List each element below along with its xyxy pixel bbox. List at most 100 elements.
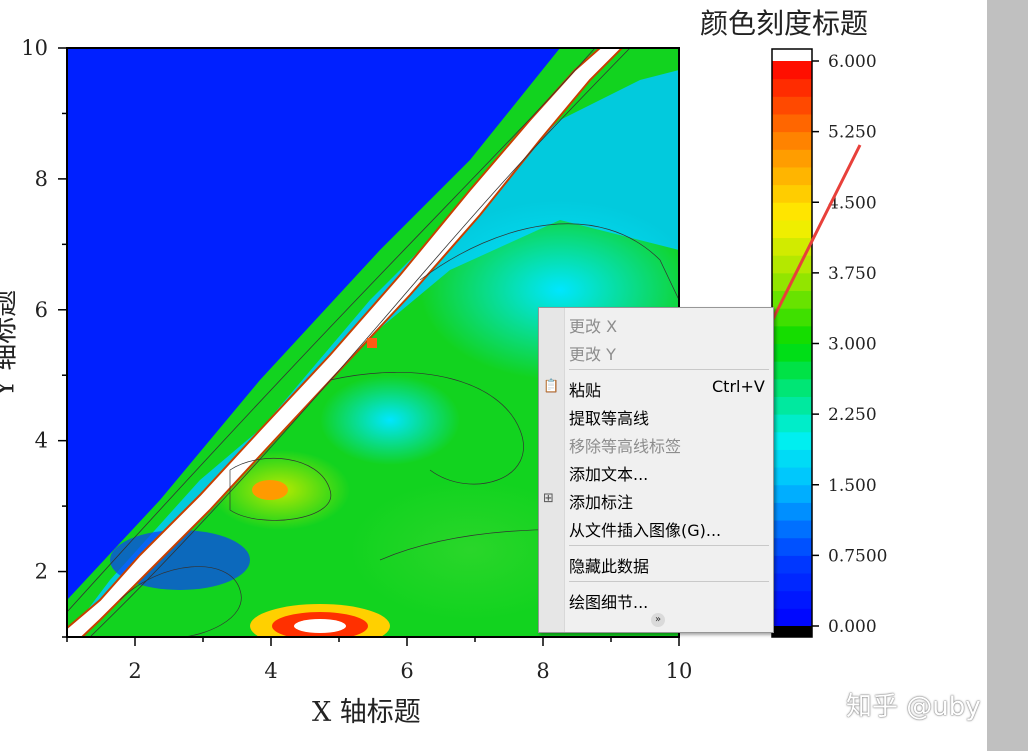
menu-item-label: 添加标注 bbox=[569, 493, 634, 512]
colorbar-level bbox=[772, 414, 812, 433]
colorbar-level bbox=[772, 113, 812, 133]
colorbar-level bbox=[772, 537, 812, 556]
colorbar-level bbox=[772, 361, 812, 380]
menu-separator bbox=[569, 369, 769, 370]
colorbar-tick-label: 5.250 bbox=[828, 123, 877, 143]
menu-item-shortcut: Ctrl+V bbox=[712, 377, 765, 396]
menu-item-hide-data[interactable]: 隐藏此数据 bbox=[539, 551, 773, 576]
peak-over-range bbox=[294, 619, 346, 633]
colorbar-level bbox=[772, 237, 812, 256]
x-axis-label[interactable]: X 轴标题 bbox=[312, 697, 421, 728]
y-tick-label: 2 bbox=[35, 560, 48, 584]
colorbar-level bbox=[772, 149, 812, 168]
chevron-double-down-icon[interactable]: » bbox=[651, 613, 665, 627]
menu-item-remove-contour-labels[interactable]: 移除等高线标签 bbox=[539, 431, 773, 456]
colorbar-level bbox=[772, 308, 812, 327]
colorbar-level bbox=[772, 255, 812, 274]
colorbar-tick-label: 0.000 bbox=[828, 617, 877, 637]
x-tick-label: 4 bbox=[264, 659, 277, 683]
colorbar-tick-label: 3.750 bbox=[828, 264, 877, 284]
menu-item-change-x[interactable]: 更改 X bbox=[539, 311, 773, 336]
colorbar: 0.000 0.7500 1.500 2.250 3.000 3.750 4.500 5.25… bbox=[771, 48, 887, 638]
contour-line bbox=[119, 566, 242, 637]
menu-item-label: 移除等高线标签 bbox=[569, 437, 682, 456]
menu-separator bbox=[569, 581, 769, 582]
contour-line bbox=[89, 48, 631, 637]
colorbar-level bbox=[772, 325, 812, 344]
colorbar-tick-label: 0.7500 bbox=[828, 546, 887, 566]
colorbar-level bbox=[772, 166, 812, 186]
window-edge-panel bbox=[987, 0, 1028, 751]
colorbar-tick-label: 2.250 bbox=[828, 405, 877, 425]
colorbar-level bbox=[772, 61, 812, 80]
contour-plot[interactable]: 2 4 6 8 10 2 4 6 8 10 0.000 0.7500 1.500 2.250 3.000… bbox=[0, 0, 987, 751]
colorbar-level bbox=[772, 184, 812, 203]
paste-icon: 📋 bbox=[543, 379, 560, 394]
colorbar-level bbox=[772, 131, 812, 150]
colorbar-level bbox=[772, 573, 812, 592]
colorbar-level bbox=[772, 502, 812, 521]
x-tick-label: 10 bbox=[666, 659, 693, 683]
y-axis-label[interactable]: Y 轴标题 bbox=[0, 289, 21, 397]
contour-line bbox=[329, 371, 524, 485]
orange-spot bbox=[252, 480, 288, 500]
x-tick-label: 6 bbox=[400, 659, 413, 683]
y-tick-label: 4 bbox=[35, 429, 48, 453]
x-axis: 2 4 6 8 10 bbox=[66, 637, 693, 683]
menu-item-label: 提取等高线 bbox=[569, 409, 650, 428]
contour-line bbox=[419, 223, 679, 301]
y-tick-label: 6 bbox=[35, 298, 48, 322]
colorbar-level bbox=[772, 449, 812, 468]
menu-item-label: 更改 Y bbox=[569, 345, 616, 364]
colorbar-tick-label: 3.000 bbox=[828, 335, 877, 355]
colorbar-level bbox=[772, 202, 812, 221]
menu-item-add-text[interactable]: 添加文本... bbox=[539, 459, 773, 484]
colorbar-level bbox=[772, 590, 812, 609]
colorbar-level bbox=[772, 608, 812, 627]
colorbar-above-range bbox=[772, 49, 812, 61]
menu-item-label: 从文件插入图像(G)... bbox=[569, 521, 722, 540]
colorbar-tick-label: 4.500 bbox=[828, 193, 877, 213]
menu-item-label: 隐藏此数据 bbox=[569, 557, 650, 576]
menu-item-paste[interactable]: 📋 粘贴 Ctrl+V bbox=[539, 375, 773, 400]
y-axis: 2 4 6 8 10 bbox=[21, 36, 67, 638]
colorbar-level bbox=[772, 78, 812, 97]
colorbar-level bbox=[772, 219, 812, 239]
colorbar-level bbox=[772, 520, 812, 539]
colorbar-level bbox=[772, 378, 812, 397]
menu-item-add-annotation[interactable]: ⊞ 添加标注 bbox=[539, 487, 773, 512]
menu-icon-gutter bbox=[539, 308, 565, 632]
colorbar-level bbox=[772, 484, 812, 503]
context-menu[interactable]: 更改 X 更改 Y 📋 粘贴 Ctrl+V 提取等高线 移除等高线标签 添加文本… bbox=[538, 307, 774, 633]
colorbar-level bbox=[772, 431, 812, 450]
colorbar-level bbox=[772, 343, 812, 362]
menu-separator bbox=[569, 545, 769, 546]
x-tick-label: 2 bbox=[128, 659, 141, 683]
x-tick-label: 8 bbox=[536, 659, 549, 683]
over-range-ridge bbox=[67, 48, 624, 637]
cyan-blob-2 bbox=[320, 375, 460, 465]
contour-line bbox=[67, 48, 596, 613]
menu-item-label: 绘图细节... bbox=[569, 593, 649, 612]
y-tick-label: 10 bbox=[21, 36, 48, 60]
colorbar-title: 颜色刻度标题 bbox=[700, 7, 869, 40]
colorbar-below-range bbox=[772, 626, 812, 637]
watermark: 知乎 @uby bbox=[846, 692, 981, 722]
data-marker[interactable] bbox=[367, 338, 377, 348]
menu-item-label: 粘贴 bbox=[569, 381, 602, 400]
menu-item-insert-image[interactable]: 从文件插入图像(G)... bbox=[539, 515, 773, 540]
colorbar-tick-label: 1.500 bbox=[828, 476, 877, 496]
annotation-icon: ⊞ bbox=[543, 491, 554, 506]
colorbar-level bbox=[772, 555, 812, 574]
colorbar-level bbox=[772, 396, 812, 415]
y-tick-label: 8 bbox=[35, 167, 48, 191]
menu-item-change-y[interactable]: 更改 Y bbox=[539, 339, 773, 364]
menu-item-label: 添加文本... bbox=[569, 465, 649, 484]
menu-item-label: 更改 X bbox=[569, 317, 618, 336]
colorbar-tick-label: 6.000 bbox=[828, 52, 877, 72]
colorbar-level bbox=[772, 467, 812, 486]
menu-item-plot-details[interactable]: 绘图细节... bbox=[539, 587, 773, 612]
menu-item-extract-contours[interactable]: 提取等高线 bbox=[539, 403, 773, 428]
green-blob bbox=[350, 480, 590, 620]
contour-line bbox=[229, 458, 332, 521]
